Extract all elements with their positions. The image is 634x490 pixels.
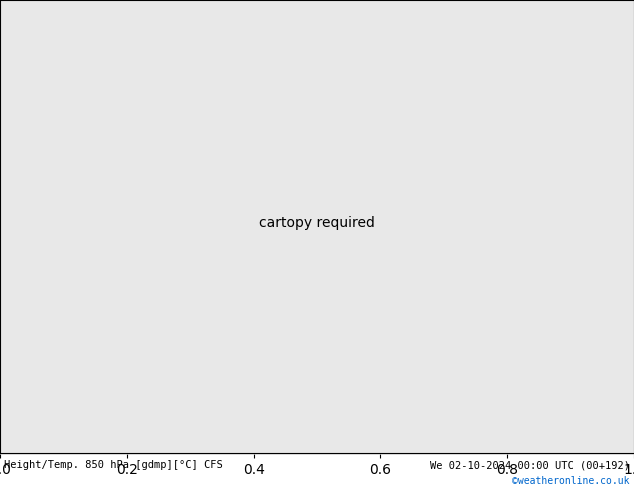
Text: Height/Temp. 850 hPa [gdmp][°C] CFS: Height/Temp. 850 hPa [gdmp][°C] CFS [4, 460, 223, 470]
Text: ©weatheronline.co.uk: ©weatheronline.co.uk [512, 476, 630, 486]
Text: cartopy required: cartopy required [259, 216, 375, 230]
Text: We 02-10-2024 00:00 UTC (00+192): We 02-10-2024 00:00 UTC (00+192) [430, 460, 630, 470]
